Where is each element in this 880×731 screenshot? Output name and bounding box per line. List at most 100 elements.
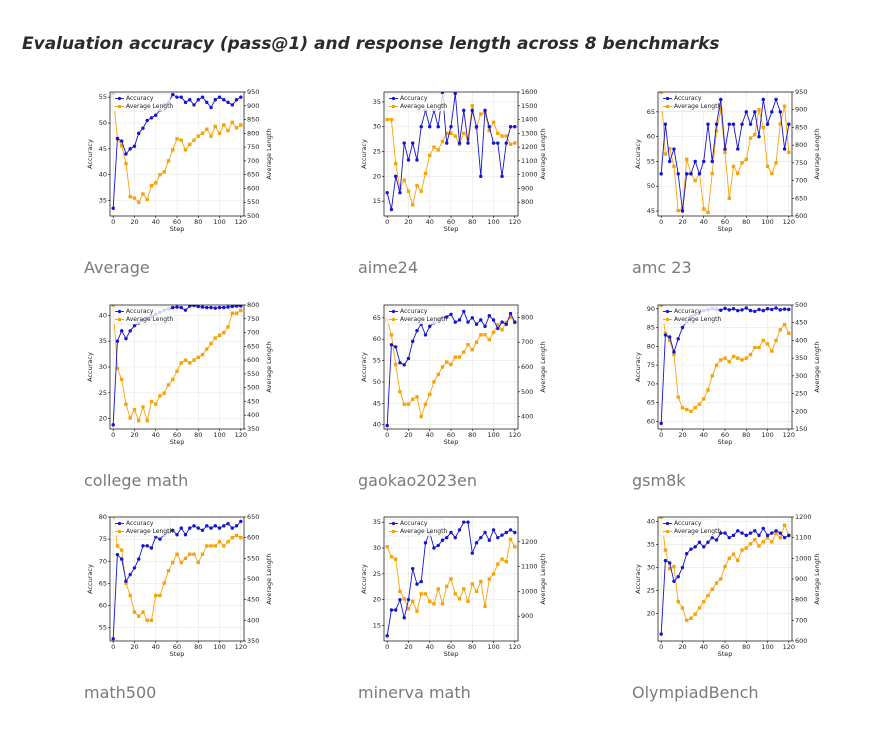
y2-tick-label: 200 [795, 407, 807, 415]
length-point [183, 358, 188, 362]
y2-tick-label: 500 [795, 301, 807, 309]
length-point [663, 152, 668, 156]
page-title: Evaluation accuracy (pass@1) and respons… [22, 34, 720, 54]
accuracy-point [723, 531, 727, 535]
legend-accuracy-label: Accuracy [674, 308, 702, 315]
length-point [436, 587, 440, 591]
y-tick-label: 65 [373, 314, 381, 322]
length-point [479, 333, 483, 337]
chart-caption: amc 23 [632, 258, 692, 277]
y2-tick-label: 900 [247, 102, 259, 110]
y2-tick-label: 600 [795, 212, 807, 220]
length-point [188, 142, 192, 147]
y-tick-label: 55 [99, 624, 107, 632]
accuracy-point [137, 557, 141, 561]
accuracy-point [226, 521, 230, 526]
accuracy-point [411, 566, 415, 571]
y2-tick-label: 350 [247, 637, 259, 645]
y-tick-label: 30 [373, 544, 381, 552]
accuracy-point [491, 141, 496, 145]
x-tick-label: 100 [213, 218, 225, 226]
accuracy-point [222, 305, 226, 310]
legend-length-marker [392, 105, 395, 108]
x-tick-label: 120 [783, 218, 795, 226]
length-point [389, 117, 394, 122]
y-tick-label: 90 [647, 305, 655, 313]
y-tick-label: 55 [373, 357, 381, 365]
x-tick-label: 20 [678, 643, 686, 651]
accuracy-point [132, 566, 137, 570]
length-point [432, 145, 436, 149]
y2-tick-label: 350 [795, 354, 807, 362]
accuracy-point [436, 543, 440, 548]
accuracy-point [389, 343, 394, 347]
chart-svg: 0 20 40 60 80 100 120 15 20 25 30 35 900 1000 1100 1200… [360, 516, 547, 658]
length-point [723, 150, 727, 154]
y2-axis-label: Average Length [539, 341, 547, 392]
plot-frame [383, 516, 519, 642]
accuracy-point [663, 558, 668, 563]
length-point [171, 148, 175, 152]
y-tick-label: 15 [373, 197, 381, 205]
accuracy-point [778, 531, 783, 535]
length-point [132, 610, 137, 614]
length-point [761, 540, 765, 544]
x-tick-label: 20 [678, 431, 686, 439]
x-tick-label: 20 [130, 218, 138, 226]
length-point [200, 352, 205, 357]
accuracy-point [406, 597, 411, 602]
y2-tick-label: 600 [247, 534, 259, 542]
length-point [145, 618, 149, 623]
length-point [145, 419, 149, 423]
accuracy-point [175, 533, 179, 537]
y2-tick-label: 1400 [521, 116, 538, 124]
accuracy-point [487, 125, 491, 129]
legend-length-label: Average Length [126, 103, 173, 110]
accuracy-point [744, 110, 748, 114]
accuracy-point [731, 122, 736, 126]
y2-tick-label: 700 [247, 157, 259, 165]
length-point [239, 535, 243, 540]
legend-accuracy-label: Accuracy [126, 308, 154, 315]
length-point [128, 416, 132, 420]
accuracy-point [667, 335, 672, 339]
accuracy-point [393, 174, 398, 179]
x-tick-label: 0 [111, 431, 115, 439]
length-point [175, 137, 179, 141]
length-point [672, 564, 676, 569]
x-tick-label: 0 [385, 218, 389, 226]
x-tick-label: 120 [235, 643, 247, 651]
accuracy-point [449, 312, 453, 317]
accuracy-point [179, 95, 183, 99]
length-point [770, 171, 774, 176]
x-tick-label: 60 [173, 431, 181, 439]
length-point [166, 383, 171, 387]
length-point [727, 196, 731, 200]
accuracy-point [137, 131, 141, 136]
y2-tick-label: 1000 [521, 587, 538, 595]
legend-box [111, 306, 171, 325]
x-tick-label: 120 [235, 431, 247, 439]
length-point [778, 122, 783, 126]
accuracy-point [205, 524, 209, 528]
length-point [188, 552, 192, 556]
length-point [428, 599, 432, 604]
length-point [491, 572, 496, 576]
accuracy-point [132, 144, 137, 148]
length-point [685, 407, 689, 412]
y2-tick-label: 1100 [795, 534, 812, 542]
accuracy-point [449, 125, 453, 129]
length-point [787, 331, 791, 336]
y2-tick-label: 950 [795, 88, 807, 96]
length-point [179, 138, 183, 142]
y-tick-label: 20 [99, 415, 107, 423]
y-tick-label: 50 [647, 182, 655, 190]
length-point [415, 183, 419, 188]
y-tick-label: 40 [647, 518, 655, 526]
accuracy-point [423, 541, 428, 545]
length-point [137, 419, 141, 423]
length-point [213, 544, 217, 548]
y2-tick-label: 500 [521, 388, 533, 396]
length-point [213, 336, 217, 340]
